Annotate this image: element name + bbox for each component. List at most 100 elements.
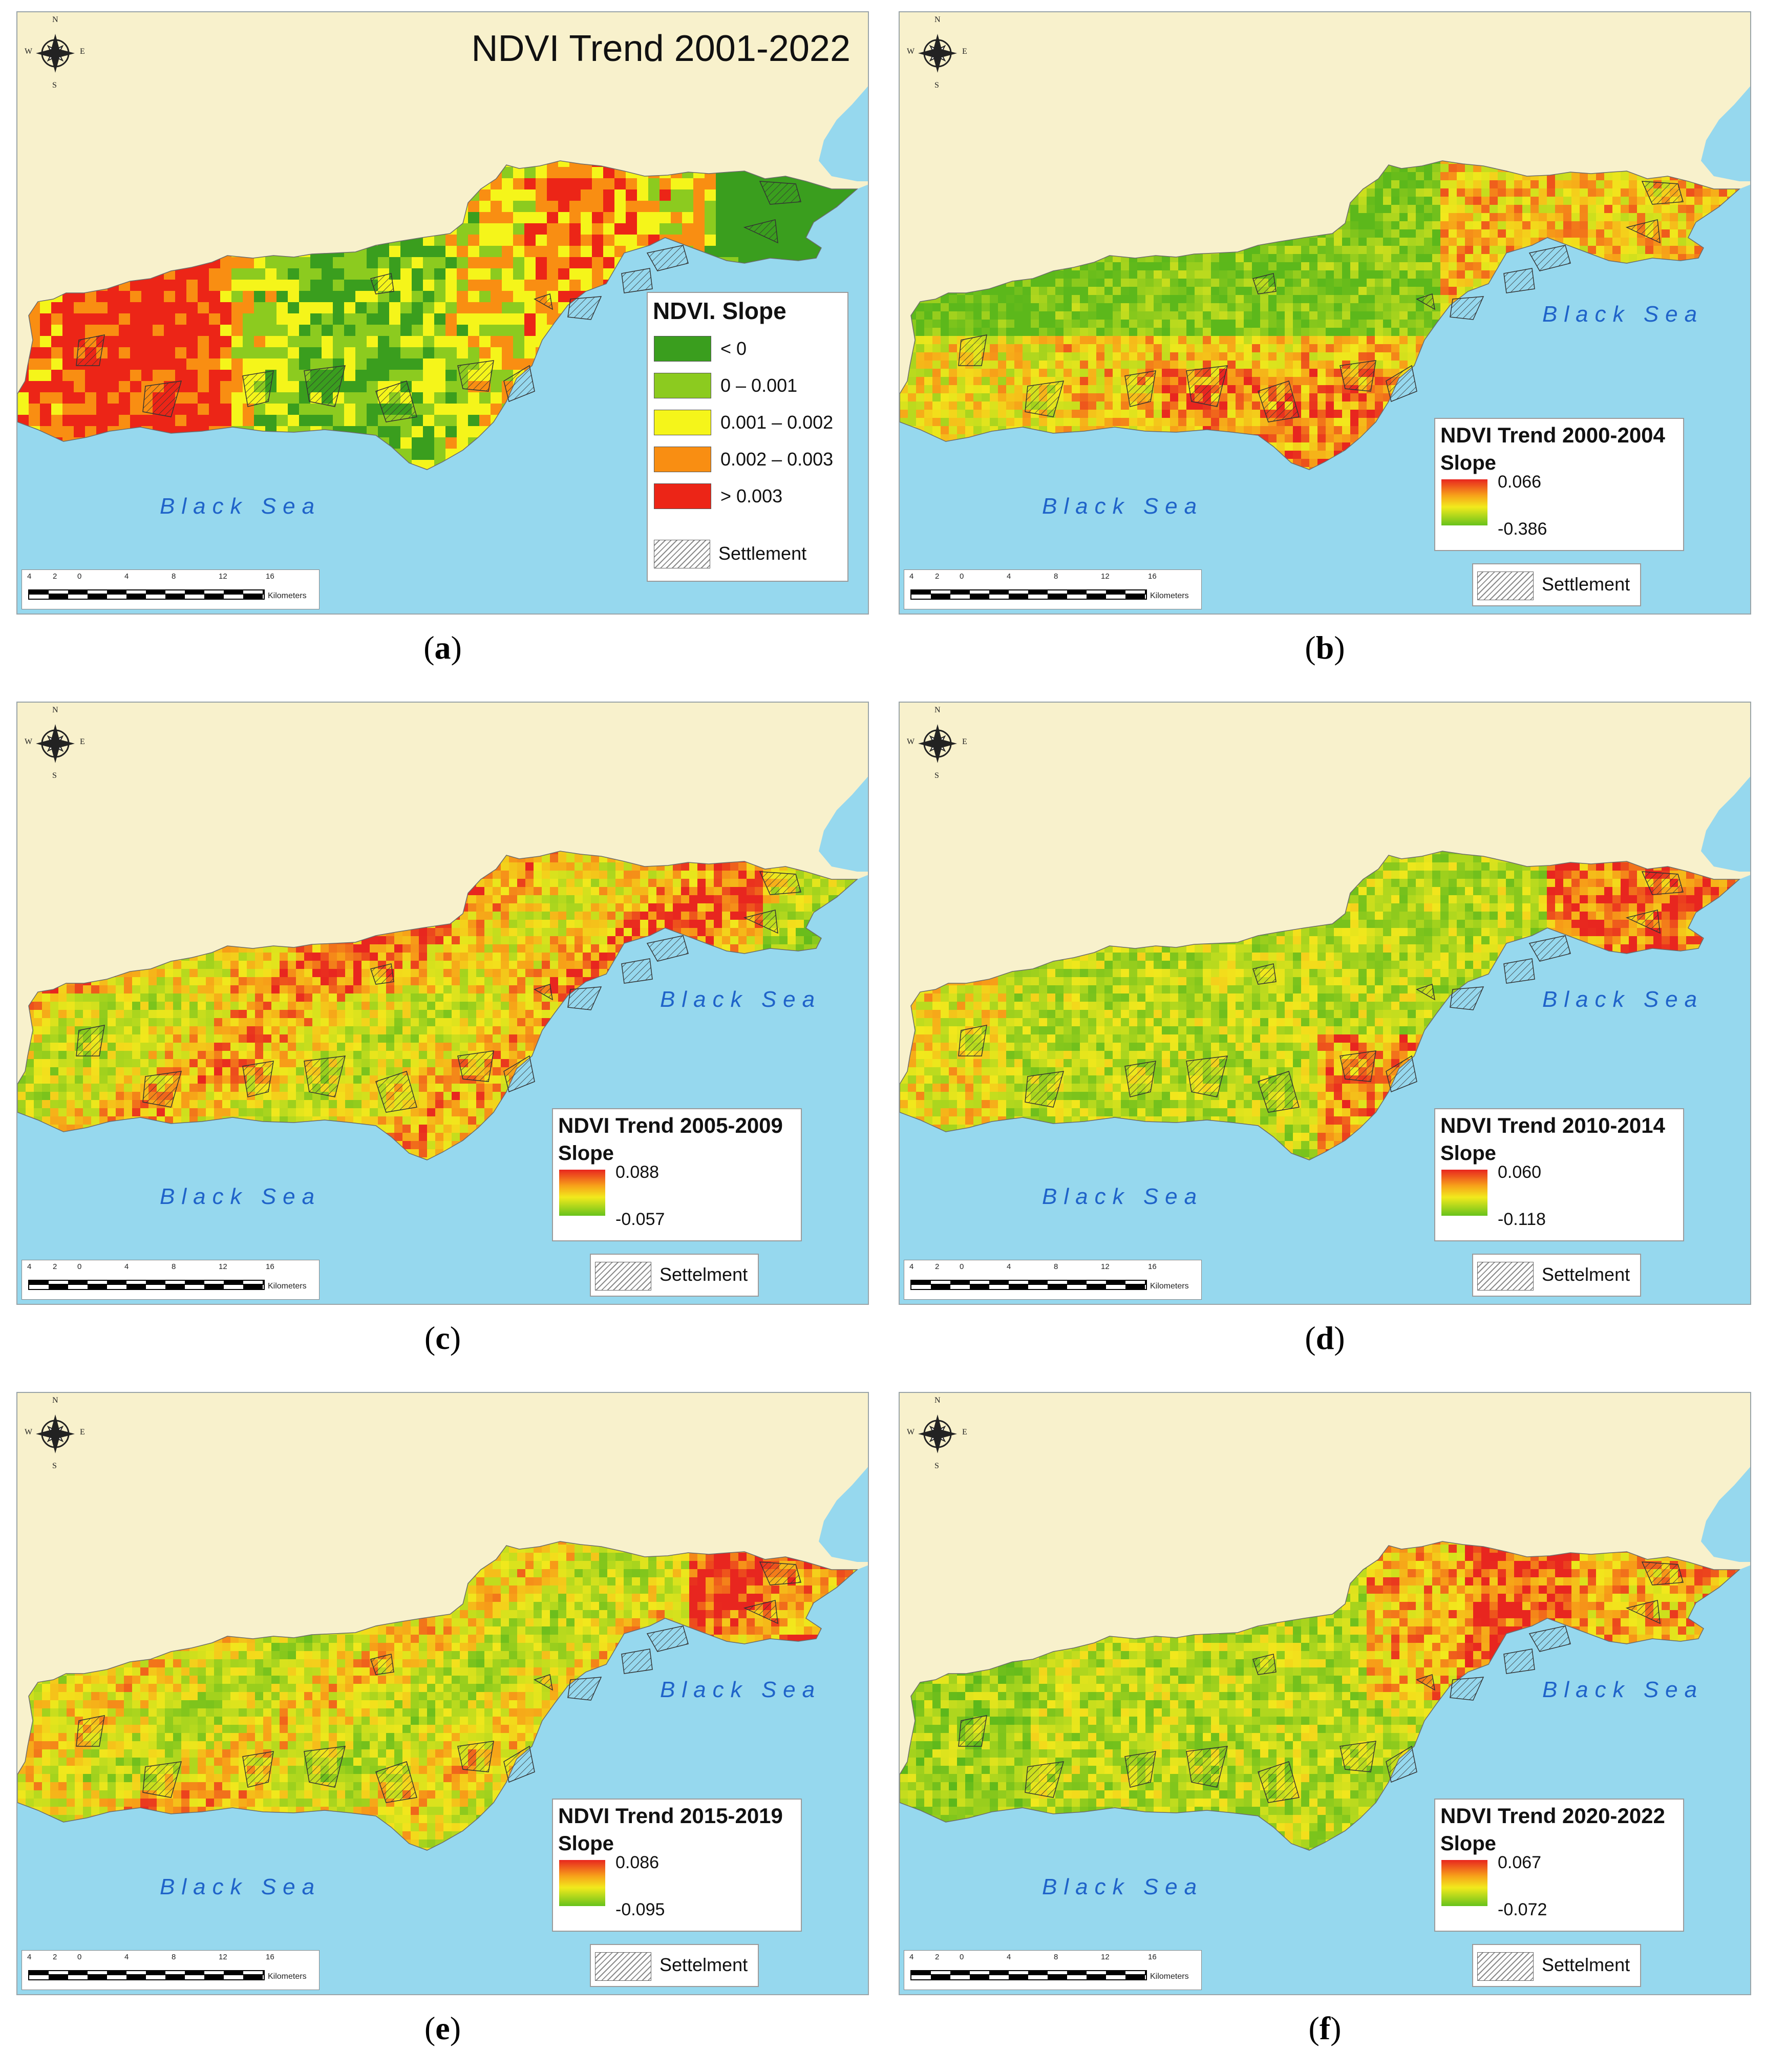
legend-title: NDVI Trend 2000-2004 xyxy=(1440,423,1665,448)
settlement-polygon xyxy=(1625,219,1661,244)
scale-tick-label: 2 xyxy=(935,572,939,581)
color-ramp xyxy=(1441,1170,1487,1216)
compass-letter-n: N xyxy=(934,15,941,25)
panel-caption: (a) xyxy=(16,629,869,667)
scale-unit: Kilometers xyxy=(268,1972,307,1981)
map-canvas xyxy=(17,703,868,1304)
settlement-polygon xyxy=(1258,1761,1300,1803)
slope-legend: NDVI Trend 2020-2022 Slope 0.067 -0.072 xyxy=(1434,1799,1684,1932)
compass-letter-s: S xyxy=(934,771,939,780)
legend-slope-label: Slope xyxy=(1440,1832,1496,1855)
legend-class-label: 0.001 – 0.002 xyxy=(720,412,833,433)
compass-letter-n: N xyxy=(934,706,941,715)
color-ramp xyxy=(559,1170,605,1216)
panel-caption-letter: f xyxy=(1320,2010,1330,2046)
scale-unit: Kilometers xyxy=(268,591,307,601)
compass-letter-n: N xyxy=(52,15,58,25)
legend-swatch xyxy=(654,336,711,362)
settlement-polygon xyxy=(1625,910,1661,934)
ramp-min-value: -0.095 xyxy=(615,1900,665,1920)
settlement-hatch-swatch xyxy=(595,1262,651,1291)
scale-bar: 4 2 0 4 8 12 16 Kilometers xyxy=(904,569,1202,609)
settlement-polygon xyxy=(534,984,553,1001)
legend-title: NDVI Trend 2010-2014 xyxy=(1440,1113,1665,1138)
legend-slope-label: Slope xyxy=(558,1832,614,1855)
scale-tick-label: 8 xyxy=(172,1262,176,1271)
settlement-label: Settlement xyxy=(718,543,806,564)
settlement-polygon xyxy=(743,910,778,934)
compass-icon xyxy=(918,724,957,763)
sea-label: Black Sea xyxy=(1542,987,1704,1012)
compass-letter-e: E xyxy=(80,47,85,56)
scale-tick-label: 16 xyxy=(266,1262,274,1271)
settlement-polygon xyxy=(503,1745,535,1783)
settlement-polygon xyxy=(1186,1055,1228,1097)
ramp-max-value: 0.086 xyxy=(615,1853,659,1873)
scale-tick-label: 16 xyxy=(266,1953,274,1961)
settlement-polygon xyxy=(958,334,987,366)
scale-bar-segments-lower xyxy=(910,595,1147,600)
settlement-polygon xyxy=(76,334,105,366)
settlement-polygon xyxy=(1386,1055,1417,1093)
settlement-polygon xyxy=(142,380,182,417)
scale-tick-label: 4 xyxy=(909,1953,913,1961)
settlement-polygon xyxy=(1339,1741,1376,1772)
scale-bar-segments xyxy=(28,1970,265,1975)
settlement-polygon xyxy=(1503,268,1535,293)
scale-bar-segments-lower xyxy=(28,595,265,600)
scale-tick-label: 4 xyxy=(27,1953,31,1961)
scale-tick-label: 0 xyxy=(960,572,964,581)
settlement-polygon xyxy=(76,1715,105,1747)
compass-icon xyxy=(918,34,957,73)
panel-caption: (c) xyxy=(16,1319,869,1357)
settlement-polygon xyxy=(621,1648,653,1674)
settlement-polygon xyxy=(743,219,778,244)
settlement-polygon xyxy=(1503,1648,1535,1674)
settlement-polygon xyxy=(370,1654,394,1675)
scale-bar-segments-lower xyxy=(28,1285,265,1290)
panel-caption-letter: d xyxy=(1316,1320,1334,1356)
study-area-outline xyxy=(17,160,858,470)
scale-tick-label: 0 xyxy=(960,1262,964,1271)
settlement-polygon xyxy=(242,1751,274,1788)
slope-legend: NDVI Trend 2005-2009 Slope 0.088 -0.057 xyxy=(552,1108,802,1241)
ramp-min-value: -0.057 xyxy=(615,1210,665,1230)
settlement-polygon xyxy=(1641,181,1684,205)
settlement-polygon xyxy=(142,1761,182,1798)
settlement-polygon xyxy=(1450,296,1484,320)
settlement-legend: Settelment xyxy=(590,1944,759,1987)
settlement-polygon xyxy=(534,1674,553,1691)
scale-tick-label: 0 xyxy=(77,572,81,581)
study-area-outline xyxy=(900,851,1740,1160)
sea-label: Black Sea xyxy=(660,1677,821,1703)
compass-icon xyxy=(918,1414,957,1453)
settlement-polygon xyxy=(1528,245,1571,271)
map-panel-b: N S E W Black Sea Black Sea 4 2 0 4 8 12 16 Kilometer… xyxy=(899,11,1751,615)
compass-letter-e: E xyxy=(80,1428,85,1437)
settlement-polygon xyxy=(759,1561,801,1585)
scale-bar: 4 2 0 4 8 12 16 Kilometers xyxy=(22,1260,320,1300)
scale-bar: 4 2 0 4 8 12 16 Kilometers xyxy=(904,1260,1202,1300)
settlement-label: Settelment xyxy=(1542,1264,1630,1285)
scale-tick-label: 8 xyxy=(172,572,176,581)
compass-letter-e: E xyxy=(962,1428,967,1437)
sea-label: Black Sea xyxy=(1542,302,1704,327)
legend-title: NDVI. Slope xyxy=(653,297,786,325)
sea-label: Black Sea xyxy=(160,494,321,519)
sea-area-north xyxy=(1701,86,1750,181)
panel-caption-letter: b xyxy=(1316,629,1334,666)
study-area-outline xyxy=(900,160,1740,470)
color-ramp xyxy=(1441,1860,1487,1906)
settlement-polygon xyxy=(1641,871,1684,895)
settlement-polygon xyxy=(1503,958,1535,984)
compass-letter-w: W xyxy=(907,47,915,56)
legend-slope-label: Slope xyxy=(558,1142,614,1165)
settlement-legend: Settelment xyxy=(1472,1944,1641,1987)
settlement-polygon xyxy=(1186,1746,1228,1788)
scale-tick-label: 8 xyxy=(1054,572,1058,581)
settlement-polygon xyxy=(534,293,553,310)
scale-tick-label: 4 xyxy=(1007,572,1011,581)
settlement-polygon xyxy=(646,935,689,962)
settlement-polygon xyxy=(621,958,653,984)
settlement-polygon xyxy=(1252,963,1277,985)
